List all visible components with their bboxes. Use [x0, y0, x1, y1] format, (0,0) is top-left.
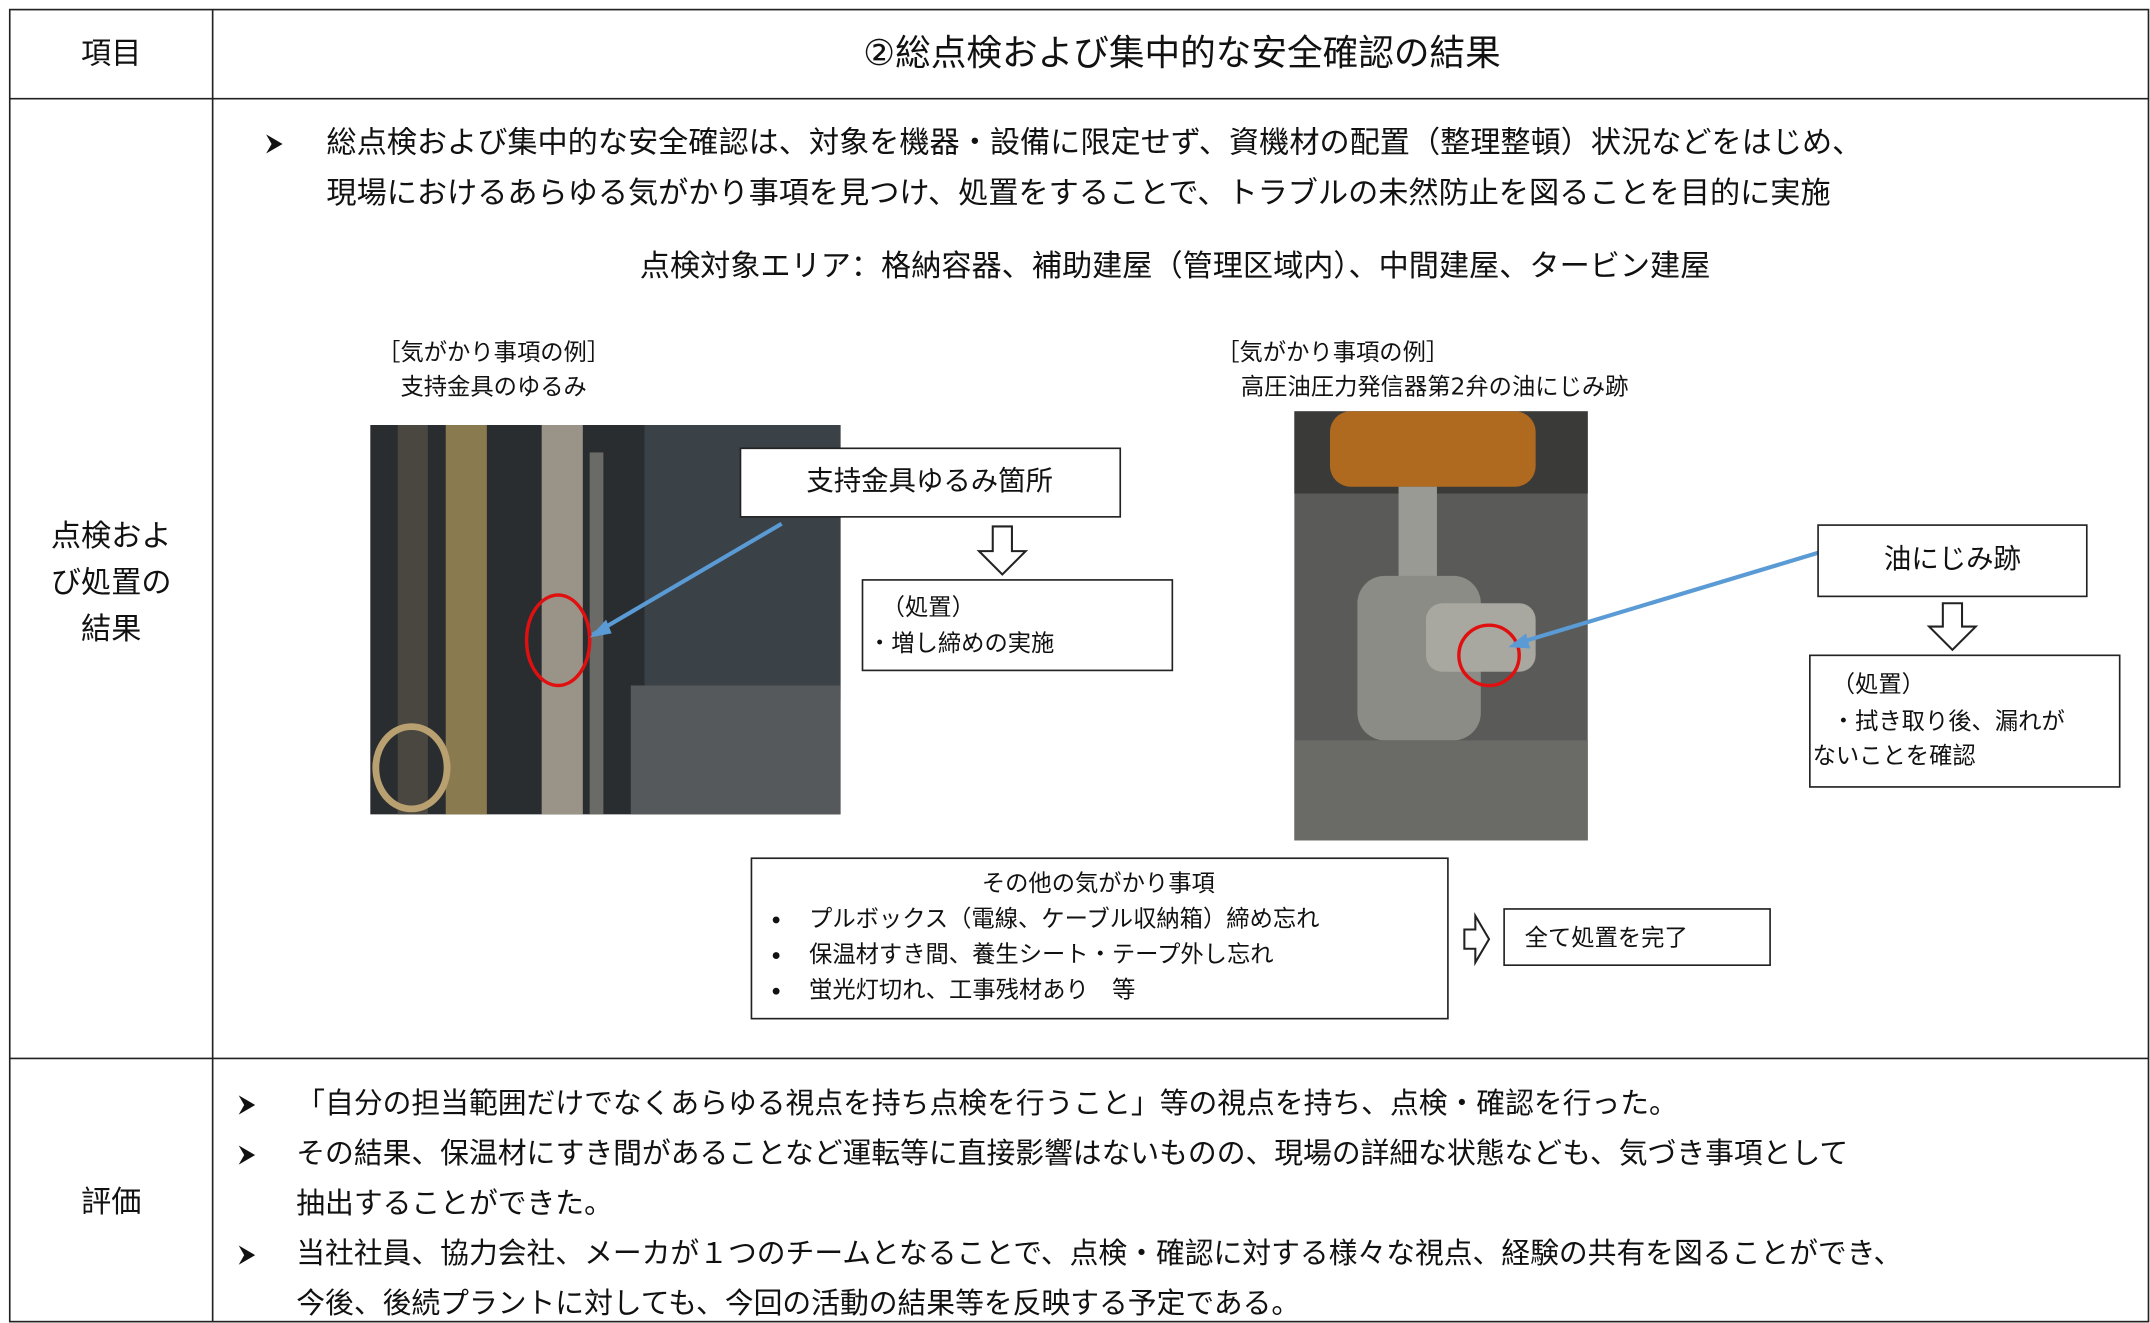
down-arrow — [1926, 602, 1979, 652]
bullet-dot — [772, 952, 780, 960]
action-box — [861, 579, 1174, 672]
example-caption: 支持金具のゆるみ — [400, 373, 586, 400]
row-label: 評価 — [81, 1185, 141, 1220]
bullet-arrow — [238, 1245, 256, 1265]
evaluation-line: 「自分の担当範囲だけでなくあらゆる視点を持ち点検を行うこと」等の視点を持ち、点検… — [296, 1086, 1678, 1120]
intro-line: 現場におけるあらゆる気がかり事項を見つけ、処置をすることで、トラブルの未然防止を… — [326, 176, 1830, 211]
action-text: ないことを確認 — [1813, 742, 1976, 769]
callout-text: 油にじみ跡 — [1884, 544, 2021, 575]
action-text: （処置） — [1832, 671, 1925, 698]
action-text: ・拭き取り後、漏れが — [1832, 708, 2065, 735]
action-box — [1809, 654, 2121, 788]
others-item: プルボックス（電線、ケーブル収納箱）締め忘れ — [809, 905, 1319, 932]
evaluation-line: 抽出することができた。 — [296, 1186, 613, 1220]
example-caption: 高圧油圧力発信器第2弁の油にじみ跡 — [1241, 373, 1629, 400]
header-item: 項目 — [81, 36, 141, 71]
row-label: び処置の — [51, 566, 172, 601]
row-label: 点検およ — [51, 519, 172, 554]
right-arrow — [1463, 912, 1491, 967]
example-heading: ［気がかり事項の例］ — [1216, 339, 1449, 366]
others-item: 保温材すき間、養生シート・テープ外し忘れ — [809, 941, 1274, 968]
evaluation-line: その結果、保温材にすき間があることなど運転等に直接影響はないものの、現場の詳細な… — [296, 1136, 1848, 1170]
callout-box — [739, 447, 1122, 518]
callout-text: 支持金具ゆるみ箇所 — [806, 466, 1053, 497]
down-arrow — [976, 525, 1029, 576]
action-text: （処置） — [882, 594, 975, 621]
table-border — [8, 8, 2150, 1323]
result-box — [1503, 908, 1771, 966]
header-title: ②総点検および集中的な安全確認の結果 — [863, 33, 1501, 74]
result-text: 全て処置を完了 — [1525, 925, 1688, 952]
evaluation-line: 当社社員、協力会社、メーカが１つのチームとなることで、点検・確認に対する様々な視… — [296, 1236, 1902, 1270]
row-label: 結果 — [81, 612, 141, 647]
pointer-line — [591, 521, 783, 637]
photo-valve — [1294, 411, 1588, 841]
pointer-head — [1508, 633, 1531, 649]
others-item: 蛍光灯切れ、工事残材あり 等 — [809, 977, 1135, 1004]
area-text: 点検対象エリア：格納容器、補助建屋（管理区域内）、中間建屋、タービン建屋 — [640, 249, 1711, 284]
photo-bracket — [370, 425, 841, 815]
others-title: その他の気がかり事項 — [982, 870, 1215, 897]
pointer-line — [1513, 549, 1825, 647]
callout-box — [1817, 524, 2088, 598]
intro-line: 総点検および集中的な安全確認は、対象を機器・設備に限定せず、資機材の配置（整理整… — [326, 125, 1862, 160]
bullet-arrow — [238, 1095, 256, 1115]
others-box — [750, 857, 1449, 1020]
bullet-dot — [772, 987, 780, 995]
bullet-arrow — [238, 1145, 256, 1165]
pointer-head — [589, 619, 612, 638]
bullet-arrow — [266, 134, 283, 154]
evaluation-line: 今後、後続プラントに対しても、今回の活動の結果等を反映する予定である。 — [296, 1286, 1300, 1320]
bullet-dot — [772, 916, 780, 924]
action-text: ・増し締めの実施 — [868, 630, 1054, 657]
example-heading: ［気がかり事項の例］ — [377, 339, 610, 366]
